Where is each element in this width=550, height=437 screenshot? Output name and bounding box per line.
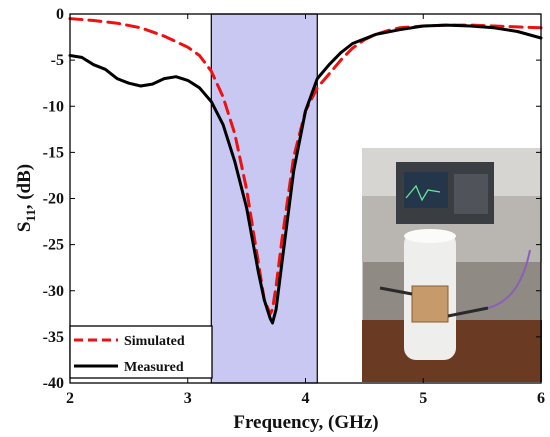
y-tick-label: -30 — [43, 283, 64, 300]
y-tick-label: -40 — [43, 375, 64, 392]
x-tick-label: 4 — [302, 390, 310, 407]
ticks-layer: 2 3 4 5 6 0 -5 -10 -15 -20 -25 -30 -35 -40 — [43, 6, 545, 407]
x-tick-label: 5 — [419, 390, 427, 407]
y-tick-label: -10 — [43, 98, 64, 115]
x-axis-title: Frequency, (GHz) — [233, 412, 378, 433]
legend: Simulated Measured — [69, 325, 213, 379]
highlight-band-layer — [210, 13, 318, 384]
highlight-band — [210, 13, 318, 384]
x-tick-label: 6 — [537, 390, 545, 407]
inset-photo — [361, 147, 543, 383]
y-tick-label: -20 — [43, 191, 64, 208]
y-axis-title: S11, (dB) — [14, 164, 38, 232]
series-line-measured — [68, 23, 543, 325]
legend-measured-label: Measured — [124, 360, 184, 375]
x-tick-label: 2 — [66, 390, 74, 407]
x-tick-label: 3 — [184, 390, 192, 407]
y-tick-label: -35 — [43, 329, 64, 346]
curves-layer — [68, 17, 543, 325]
y-tick-label: 0 — [56, 6, 64, 23]
y-tick-label: -15 — [43, 144, 64, 161]
legend-simulated-label: Simulated — [124, 334, 185, 349]
y-tick-label: -25 — [43, 237, 64, 254]
y-tick-label: -5 — [51, 52, 64, 69]
